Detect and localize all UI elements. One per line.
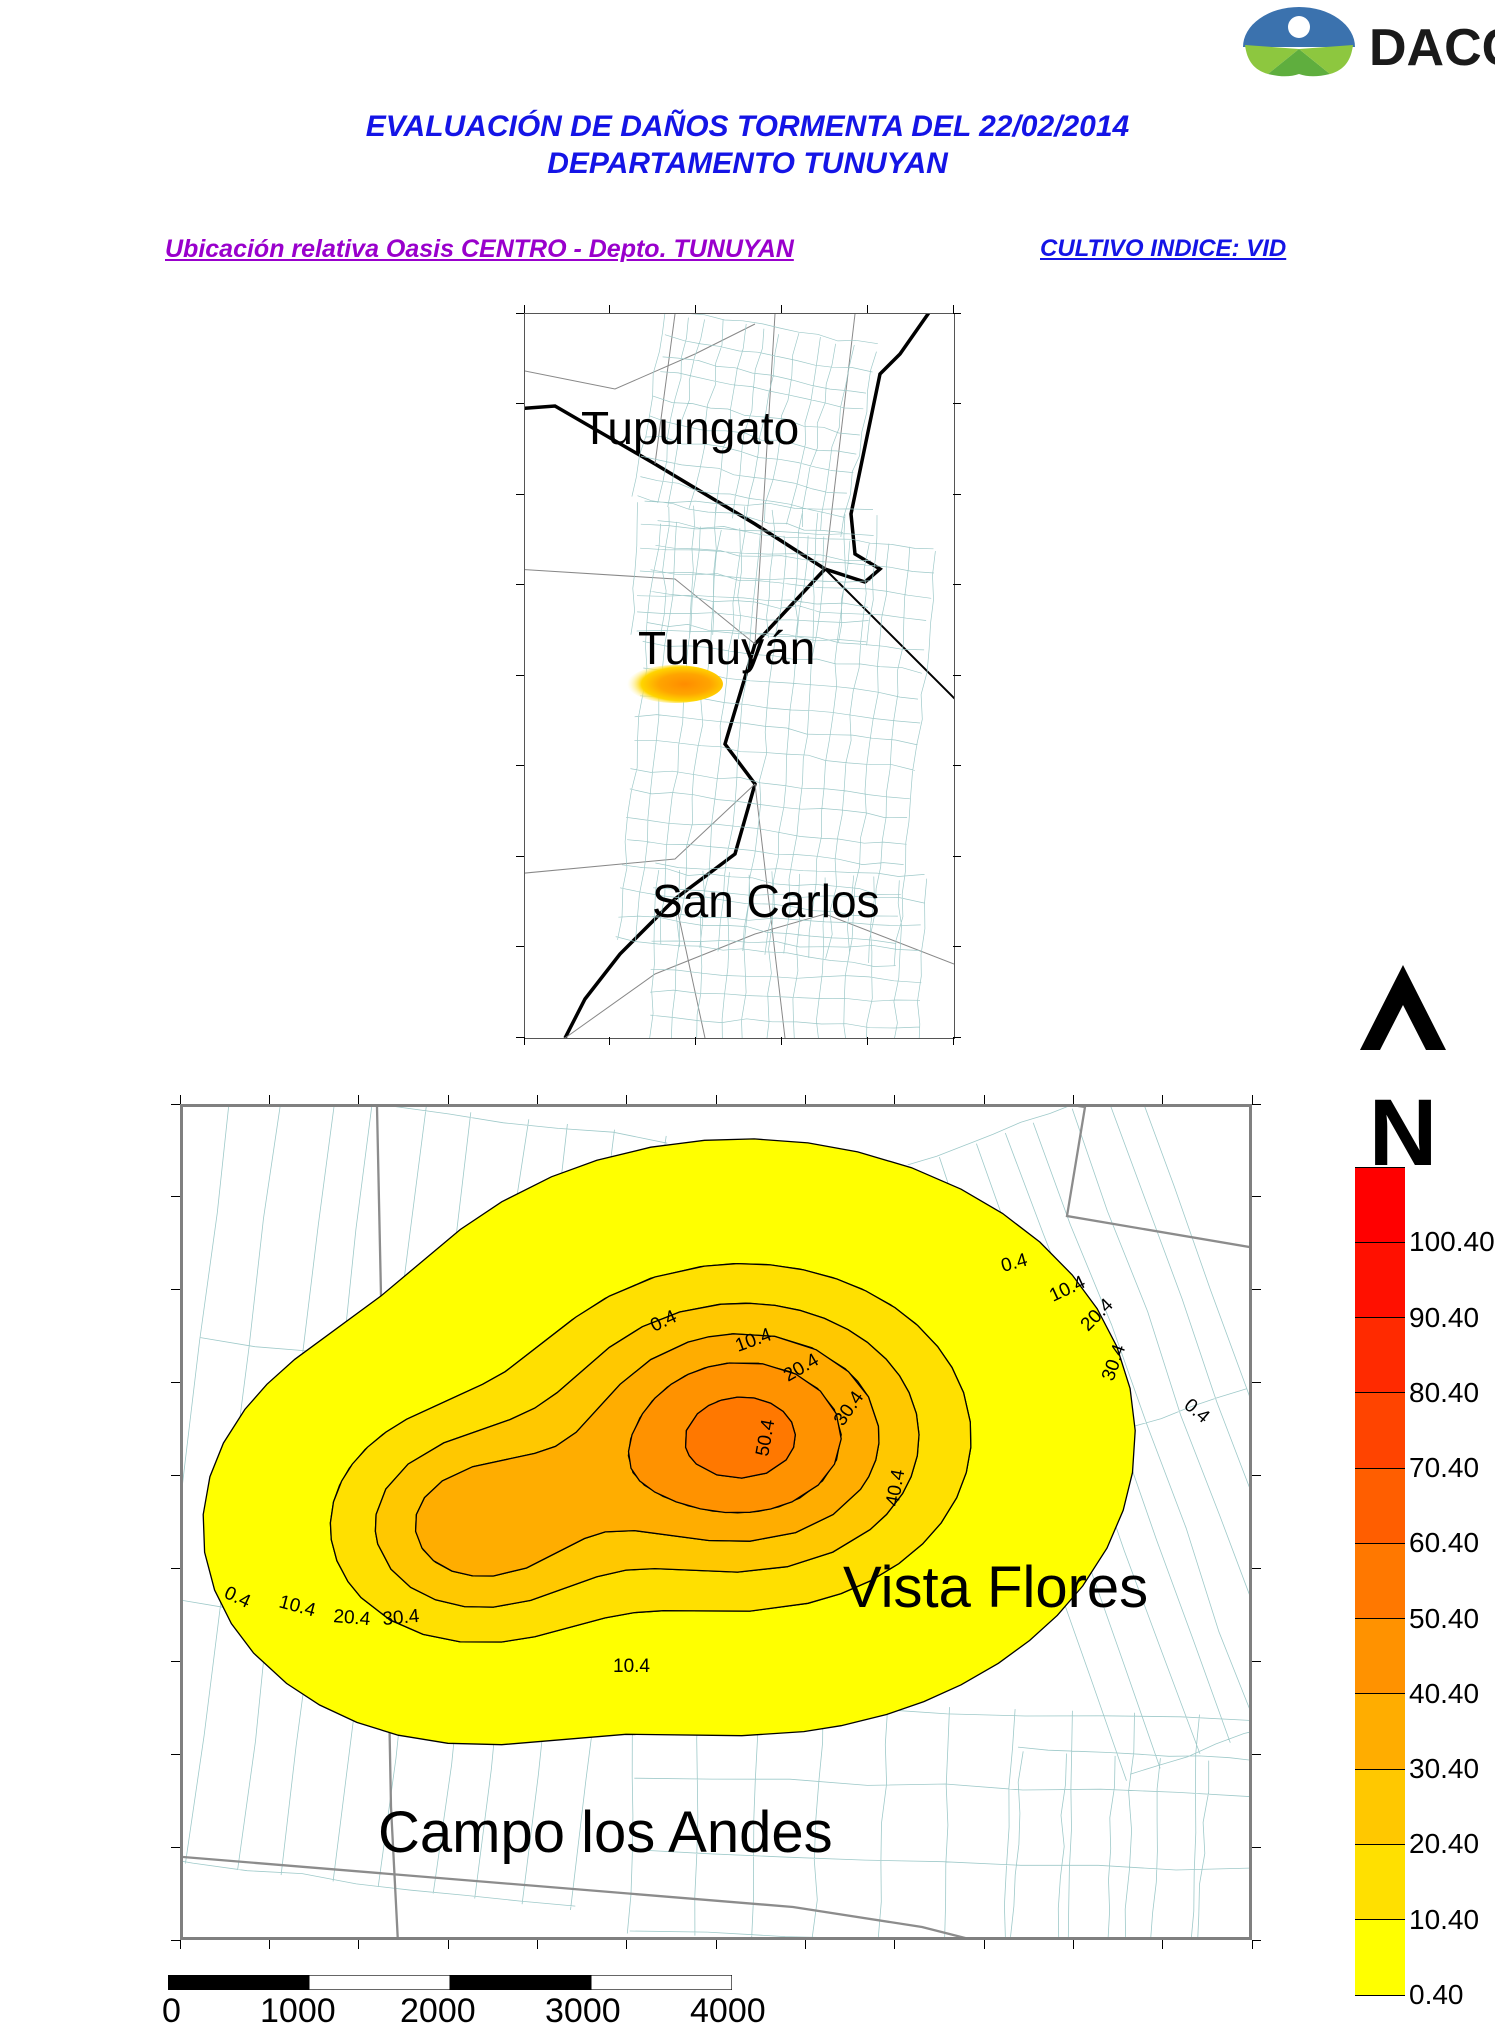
svg-text:San Carlos: San Carlos: [652, 875, 880, 927]
svg-text:20.4: 20.4: [333, 1606, 372, 1630]
svg-text:N: N: [1369, 1080, 1438, 1175]
svg-text:0.4: 0.4: [1180, 1395, 1214, 1428]
svg-text:10.4: 10.4: [613, 1656, 650, 1677]
svg-text:Tunuyán: Tunuyán: [638, 622, 815, 674]
svg-text:Vista Flores: Vista Flores: [843, 1555, 1148, 1620]
svg-text:Tupungato: Tupungato: [581, 402, 799, 454]
svg-text:DACC: DACC: [1369, 19, 1495, 77]
svg-text:30.4: 30.4: [382, 1606, 421, 1630]
svg-text:Campo los Andes: Campo los Andes: [378, 1800, 833, 1865]
